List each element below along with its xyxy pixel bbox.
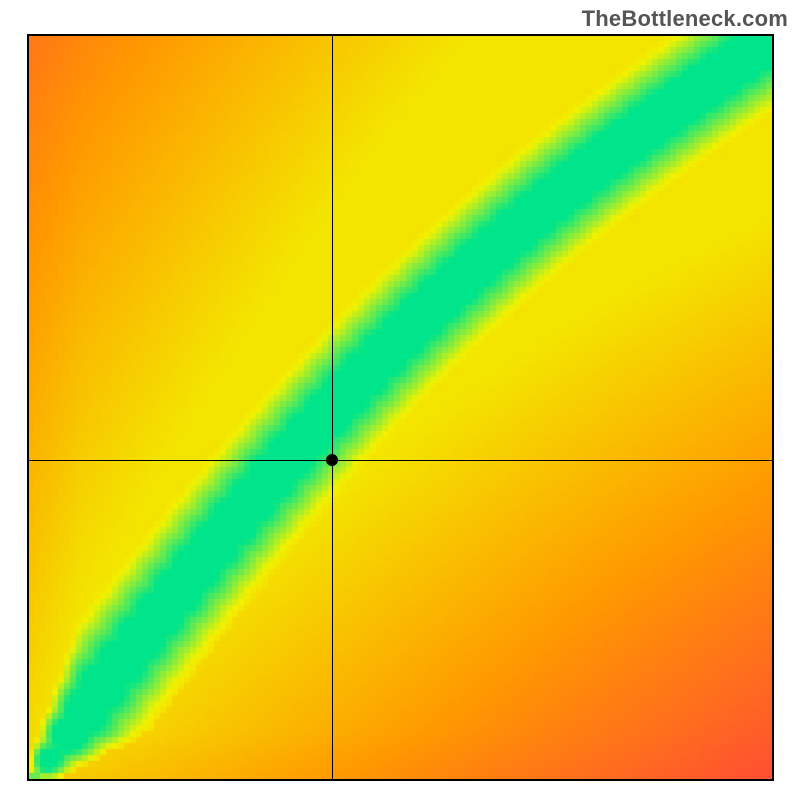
heatmap-canvas [28, 35, 773, 780]
crosshair-horizontal [28, 460, 773, 461]
heatmap-plot [28, 35, 773, 780]
crosshair-marker-dot [326, 454, 338, 466]
crosshair-vertical [332, 35, 333, 780]
watermark: TheBottleneck.com [582, 6, 788, 32]
